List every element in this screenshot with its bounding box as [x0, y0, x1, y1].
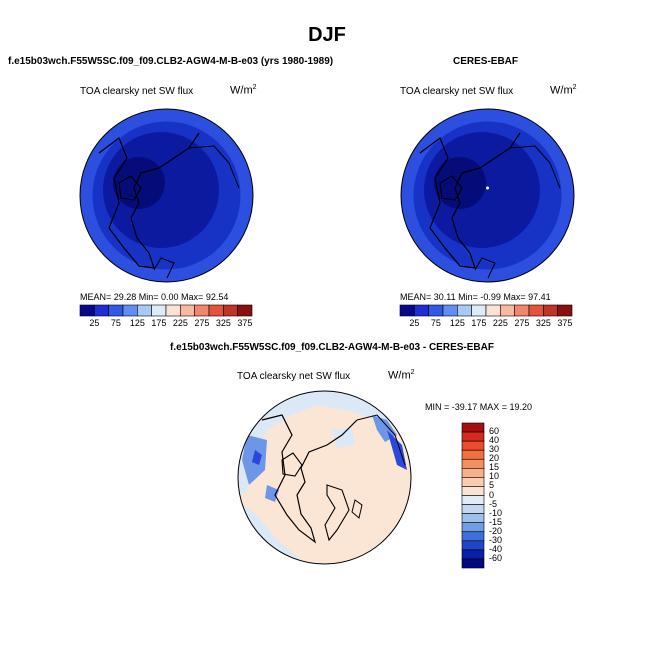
colorbar-swatch: [194, 304, 210, 317]
colorbar-swatch: [399, 304, 415, 317]
colorbar-tick-label: -30: [489, 534, 503, 545]
colorbar-tick-label: 60: [489, 426, 500, 437]
colorbar-tick-label: 0: [489, 489, 495, 500]
colorbar-swatch: [461, 558, 485, 569]
colorbar-tick-label: 30: [489, 444, 500, 455]
colorbar-swatch: [485, 304, 501, 317]
colorbar-tick-label: 125: [449, 318, 465, 328]
panel-1-map: [79, 108, 254, 283]
pole-point: [486, 186, 489, 190]
coastline: [98, 132, 200, 269]
diff-region-light-blue: [238, 391, 411, 500]
colorbar-tick-label: 175: [151, 318, 167, 328]
colorbar-swatch: [461, 495, 485, 505]
colorbar-tick-label: 225: [172, 318, 188, 328]
colorbar-swatch: [237, 304, 253, 317]
colorbar-swatch: [223, 304, 238, 317]
colorbar-swatch: [461, 422, 485, 433]
panel-1-variable-label: TOA clearsky net SW flux: [80, 86, 194, 97]
panel-2-units: W/m2: [550, 84, 577, 97]
colorbar-swatch: [151, 304, 167, 317]
panel-3-units: W/m2: [388, 369, 415, 382]
colorbar-swatch: [208, 304, 224, 317]
colorbar-swatch: [461, 468, 485, 478]
colorbar-tick-label: 275: [194, 318, 210, 328]
panel-2-map: [400, 108, 575, 283]
panel-2-stats: MEAN= 30.11 Min= -0.99 Max= 97.41: [400, 292, 551, 302]
colorbar-swatch: [461, 477, 485, 487]
colorbar-swatch: [461, 549, 485, 560]
panel-1-stats: MEAN= 29.28 Min= 0.00 Max= 92.54: [80, 292, 229, 302]
panel-3-colorbar: [461, 422, 485, 569]
colorbar-tick-label: 5: [489, 480, 495, 491]
colorbar-tick-label: -60: [489, 552, 503, 563]
colorbar-swatch: [442, 304, 458, 317]
panel-3-stats: MIN = -39.17 MAX = 19.20: [425, 402, 533, 412]
colorbar-tick-label: 325: [535, 318, 551, 328]
colorbar-swatch: [461, 458, 485, 469]
colorbar-swatch: [461, 504, 485, 514]
colorbar-swatch: [500, 304, 515, 317]
colorbar-swatch: [414, 304, 429, 317]
colorbar-tick-label: 20: [489, 453, 500, 464]
colorbar-tick-label: 10: [489, 471, 500, 482]
panel-3-variable-label: TOA clearsky net SW flux: [237, 371, 351, 382]
coastline: [118, 175, 142, 201]
diff-region-dark-blue: [387, 430, 407, 470]
coastline: [153, 257, 175, 279]
colorbar-tick-label: 375: [557, 318, 573, 328]
colorbar-swatch: [528, 304, 544, 317]
colorbar-tick-label: 40: [489, 435, 500, 446]
map-border: [79, 108, 254, 283]
colorbar-swatch: [557, 304, 573, 317]
colorbar-tick-label: -10: [489, 507, 503, 518]
colorbar-swatch: [428, 304, 444, 317]
colorbar-swatch: [108, 304, 124, 317]
colorbar-swatch: [461, 449, 485, 460]
colorbar-tick-label: 225: [492, 318, 508, 328]
colorbar-tick-label: -20: [489, 525, 503, 536]
colorbar-tick-label: 75: [110, 318, 121, 328]
colorbar-tick-label: 125: [129, 318, 145, 328]
colorbar-swatch: [180, 304, 195, 317]
panel-1-colorbar: [79, 304, 253, 317]
colorbar-swatch: [461, 531, 485, 542]
colorbar-swatch: [94, 304, 109, 317]
panel-2-variable-label: TOA clearsky net SW flux: [400, 86, 514, 97]
colorbar-swatch: [165, 304, 181, 317]
colorbar-tick-label: 75: [430, 318, 441, 328]
colorbar-tick-label: -40: [489, 543, 503, 554]
panel-1-units: W/m2: [230, 84, 257, 97]
colorbar-tick-label: 25: [409, 318, 420, 328]
coastline: [188, 145, 240, 189]
colorbar-tick-label: 275: [514, 318, 530, 328]
colorbar-swatch: [471, 304, 487, 317]
colorbar-swatch: [137, 304, 152, 317]
colorbar-swatch: [457, 304, 472, 317]
colorbar-tick-label: 325: [215, 318, 231, 328]
panel-2-colorbar: [399, 304, 573, 317]
colorbar-tick-label: 375: [237, 318, 253, 328]
page-title: DJF: [308, 24, 346, 46]
colorbar-swatch: [461, 513, 485, 523]
panel-3-title: f.e15b03wch.F55W5SC.f09_f09.CLB2-AGW4-M-…: [170, 342, 494, 353]
colorbar-swatch: [122, 304, 138, 317]
colorbar-swatch: [461, 440, 485, 451]
panel-3-map: [237, 390, 412, 565]
colorbar-tick-label: 25: [89, 318, 100, 328]
colorbar-swatch: [461, 431, 485, 442]
colorbar-tick-label: -5: [489, 498, 498, 509]
colorbar-swatch: [514, 304, 530, 317]
panel-1-title: f.e15b03wch.F55W5SC.f09_f09.CLB2-AGW4-M-…: [8, 56, 334, 67]
colorbar-swatch: [543, 304, 558, 317]
panel-2-title: CERES-EBAF: [453, 56, 519, 67]
colorbar-tick-label: 15: [489, 462, 500, 473]
colorbar-swatch: [461, 522, 485, 533]
colorbar-swatch: [461, 540, 485, 551]
colorbar-swatch: [79, 304, 95, 317]
colorbar-tick-label: 175: [471, 318, 487, 328]
colorbar-tick-label: -15: [489, 516, 503, 527]
colorbar-swatch: [461, 486, 485, 496]
